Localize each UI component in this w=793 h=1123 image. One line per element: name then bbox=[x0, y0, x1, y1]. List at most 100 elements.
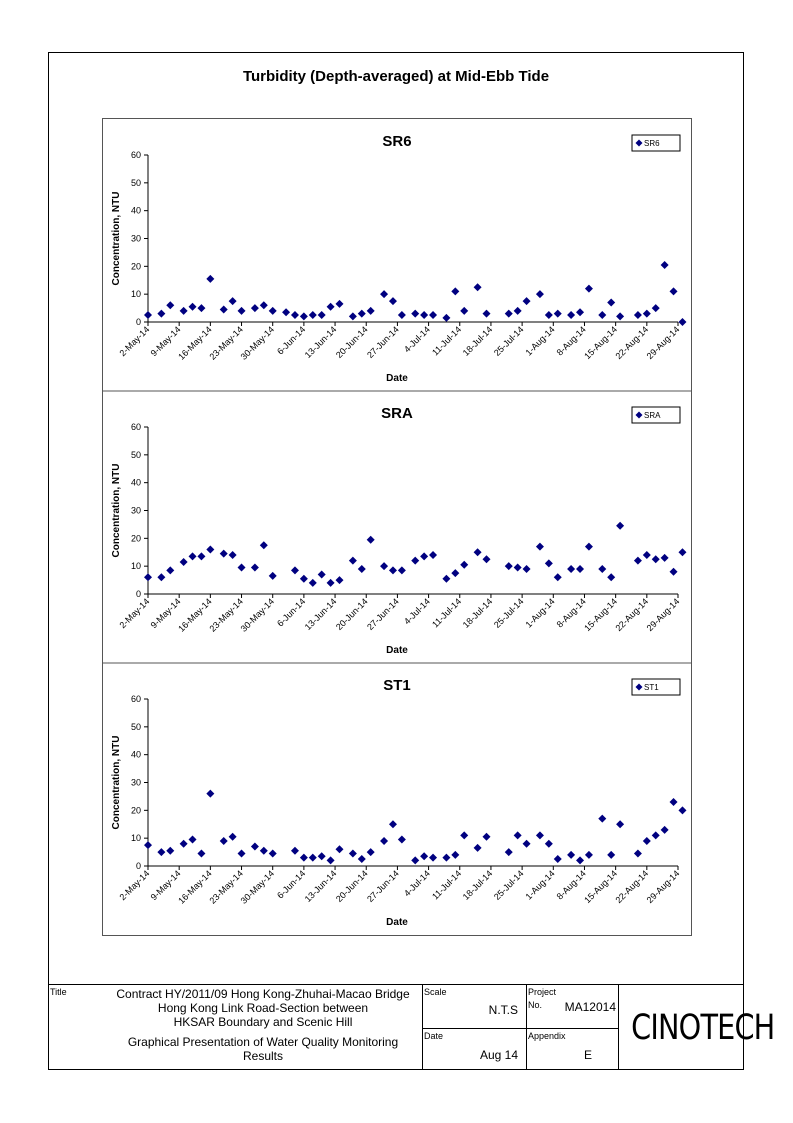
chart-sr6-x-tick-label: 30-May-14 bbox=[239, 324, 276, 361]
chart-sra-y-tick-label: 50 bbox=[131, 450, 141, 460]
chart-st1-data-point bbox=[504, 848, 513, 857]
chart-st1-data-point bbox=[678, 806, 687, 815]
chart-sra-x-tick-label: 18-Jul-14 bbox=[461, 596, 495, 630]
chart-st1-data-point bbox=[411, 856, 420, 865]
chart-sra-data-point bbox=[188, 552, 197, 561]
chart-st1-data-point bbox=[179, 839, 188, 848]
chart-st1-data-point bbox=[348, 849, 357, 858]
chart-sr6-data-point bbox=[397, 311, 406, 320]
chart-st1-data-point bbox=[326, 856, 335, 865]
chart-sra-x-tick-label: 2-May-14 bbox=[117, 596, 151, 630]
chart-st1-data-point bbox=[642, 836, 651, 845]
chart-st1-x-tick-label: 22-Aug-14 bbox=[613, 868, 650, 905]
chart-st1-data-point bbox=[206, 789, 215, 798]
chart-st1-x-tick-label: 27-Jun-14 bbox=[365, 868, 401, 904]
chart-sr6-legend-marker bbox=[635, 139, 643, 147]
chart-st1-y-tick-label: 20 bbox=[131, 805, 141, 815]
chart-sr6-y-axis-title: Concentration, NTU bbox=[111, 192, 122, 286]
chart-st1-legend-label: ST1 bbox=[644, 683, 659, 692]
chart-st1-data-point bbox=[460, 831, 469, 840]
chart-sr6-data-point bbox=[326, 302, 335, 311]
chart-sra-data-point bbox=[553, 573, 562, 582]
chart-sr6-data-point bbox=[411, 309, 420, 318]
chart-st1-data-point bbox=[144, 841, 152, 850]
chart-sr6-y-tick-label: 60 bbox=[131, 150, 141, 160]
chart-st1-x-tick-label: 11-Jul-14 bbox=[430, 868, 463, 901]
chart-sr6-data-point bbox=[633, 311, 642, 320]
chart-sra-data-point bbox=[633, 556, 642, 565]
chart-sra-title: SRA bbox=[381, 405, 413, 422]
chart-sra-data-point bbox=[651, 555, 660, 564]
title-label: Title bbox=[50, 987, 67, 997]
chart-sr6-data-point bbox=[237, 306, 246, 315]
chart-sra-data-point bbox=[544, 559, 553, 568]
chart-sr6-data-point bbox=[504, 309, 513, 318]
chart-sra-data-point bbox=[607, 573, 616, 582]
chart-sra-y-tick-label: 40 bbox=[131, 478, 141, 488]
chart-sra-data-point bbox=[219, 549, 228, 558]
chart-sr6-x-tick-label: 20-Jun-14 bbox=[334, 324, 370, 360]
chart-sra-data-point bbox=[157, 573, 166, 582]
chart-st1-data-point bbox=[299, 853, 308, 862]
chart-sra-data-point bbox=[179, 557, 188, 566]
chart-st1-data-point bbox=[553, 855, 562, 864]
chart-sra-data-point bbox=[348, 556, 357, 565]
chart-st1-data-point bbox=[380, 836, 389, 845]
chart-sra-data-point bbox=[576, 564, 585, 573]
chart-sra-x-tick-label: 13-Jun-14 bbox=[303, 596, 339, 632]
chart-sr6-data-point bbox=[188, 302, 197, 311]
chart-st1-data-point bbox=[388, 820, 397, 829]
chart-sr6-x-tick-label: 6-Jun-14 bbox=[275, 324, 307, 356]
chart-sra-legend-label: SRA bbox=[644, 411, 661, 420]
chart-st1-data-point bbox=[420, 852, 429, 861]
chart-sra-legend-box bbox=[631, 406, 681, 424]
page-frame bbox=[48, 52, 744, 1070]
chart-sr6-x-tick-label: 29-Aug-14 bbox=[645, 324, 682, 361]
chart-st1-data-point bbox=[522, 839, 531, 848]
chart-sr6-data-point bbox=[335, 299, 344, 308]
chart-st1-data-point bbox=[544, 839, 553, 848]
chart-sr6-data-point bbox=[584, 284, 593, 293]
chart-st1-y-tick-label: 30 bbox=[131, 778, 141, 788]
chart-st1-data-point bbox=[535, 831, 544, 840]
chart-sra-x-tick-label: 27-Jun-14 bbox=[365, 596, 401, 632]
chart-sr6-y-tick-label: 50 bbox=[131, 178, 141, 188]
chart-sra-data-point bbox=[642, 551, 651, 560]
chart-sr6-data-point bbox=[250, 304, 259, 313]
chart-sra-y-tick-label: 20 bbox=[131, 533, 141, 543]
chart-sr6-data-point bbox=[388, 297, 397, 306]
appendix-label: Appendix bbox=[528, 1031, 566, 1041]
chart-sra-y-tick-label: 0 bbox=[136, 589, 141, 599]
chart-st1-data-point bbox=[290, 846, 299, 855]
project-label: Project bbox=[528, 987, 557, 997]
chart-st1-data-point bbox=[197, 849, 206, 858]
chart-sra-data-point bbox=[535, 542, 544, 551]
chart-sr6-data-point bbox=[616, 312, 625, 321]
chart-sra-data-point bbox=[584, 542, 593, 551]
chart-sr6-data-point bbox=[206, 274, 215, 283]
chart-sr6-x-tick-label: 18-Jul-14 bbox=[461, 324, 495, 358]
chart-sr6-data-point bbox=[451, 287, 460, 296]
chart-st1-x-tick-label: 25-Jul-14 bbox=[492, 868, 526, 902]
chart-sra-data-point bbox=[397, 566, 406, 575]
chart-sr6-y-tick-label: 30 bbox=[131, 234, 141, 244]
chart-sr6-x-tick-label: 27-Jun-14 bbox=[365, 324, 401, 360]
chart-sra-data-point bbox=[166, 566, 175, 575]
chart-sr6-data-point bbox=[282, 308, 291, 317]
chart-sr6-data-point bbox=[642, 309, 651, 318]
chart-sr6-data-point bbox=[348, 312, 357, 321]
chart-sr6-data-point bbox=[607, 298, 616, 307]
chart-st1-data-point bbox=[616, 820, 625, 829]
chart-sra-data-point bbox=[326, 578, 335, 587]
chart-st1-data-point bbox=[660, 825, 669, 834]
chart-sra-data-point bbox=[669, 567, 678, 576]
chart-sr6-x-tick-label: 11-Jul-14 bbox=[430, 324, 463, 357]
chart-sr6-data-point bbox=[157, 309, 166, 318]
chart-st1-data-point bbox=[598, 814, 607, 823]
chart-st1-data-point bbox=[219, 836, 228, 845]
chart-sra-data-point bbox=[420, 552, 429, 561]
chart-st1-data-point bbox=[429, 853, 438, 862]
chart-st1-y-tick-label: 10 bbox=[131, 833, 141, 843]
chart-sr6-data-point bbox=[678, 318, 687, 326]
chart-st1-legend-marker bbox=[635, 683, 643, 691]
